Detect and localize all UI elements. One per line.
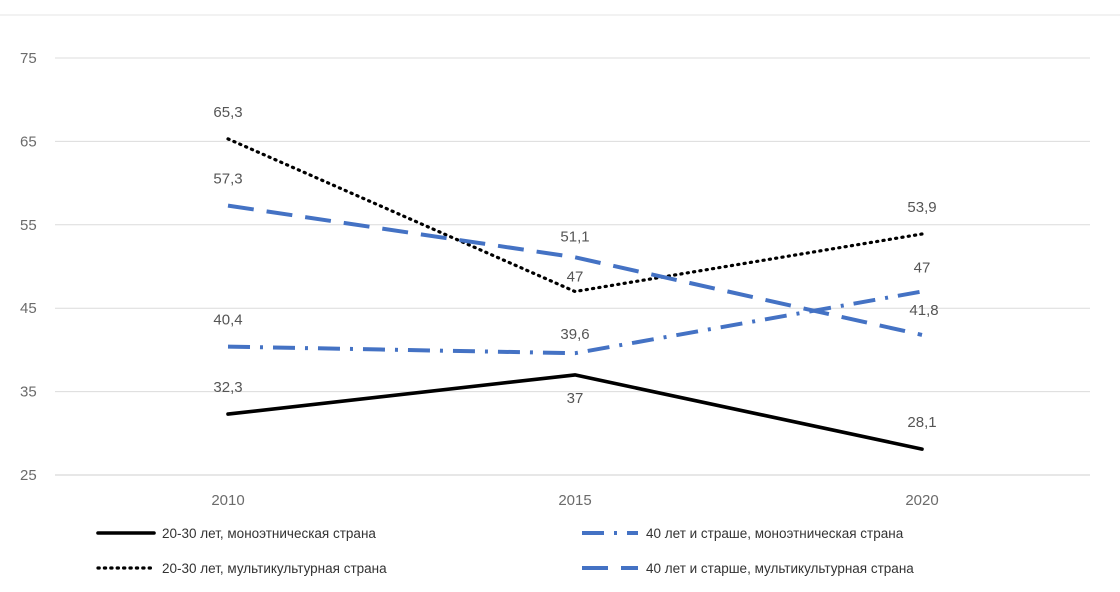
legend-item-4: 40 лет и старше, мультикультурная страна — [582, 561, 914, 576]
series-line-1 — [226, 373, 924, 451]
data-labels: 32,3 37 28,1 65,3 47 53,9 40,4 39,6 47 57,3 51,1 41… — [213, 104, 938, 431]
x-tick-label: 2020 — [905, 492, 938, 509]
data-label: 32,3 — [213, 379, 242, 396]
y-tick-label: 55 — [20, 217, 37, 234]
data-label: 37 — [567, 390, 584, 407]
y-tick-label: 45 — [20, 300, 37, 317]
data-label: 41,8 — [909, 302, 938, 319]
data-label: 40,4 — [213, 312, 242, 329]
data-label: 28,1 — [907, 414, 936, 431]
series-line-3 — [227, 289, 923, 356]
data-label: 53,9 — [907, 199, 936, 216]
data-label: 47 — [914, 260, 931, 277]
x-axis: 2010 2015 2020 — [211, 492, 938, 509]
legend-label: 20-30 лет, моноэтническая страна — [162, 526, 376, 541]
y-tick-label: 75 — [20, 50, 37, 67]
data-label: 57,3 — [213, 171, 242, 188]
data-label: 65,3 — [213, 104, 242, 121]
legend-item-1: 20-30 лет, моноэтническая страна — [96, 526, 376, 541]
y-tick-label: 25 — [20, 467, 37, 484]
data-label: 51,1 — [560, 228, 589, 245]
series-lines — [226, 137, 924, 451]
data-label: 39,6 — [560, 326, 589, 343]
data-label: 47 — [567, 269, 584, 286]
legend-label: 40 лет и старше, мультикультурная страна — [646, 561, 914, 576]
gridlines — [0, 14, 1120, 476]
x-tick-label: 2010 — [211, 492, 244, 509]
series-line-2 — [226, 137, 924, 294]
legend-item-3: 40 лет и страше, моноэтническая страна — [582, 526, 904, 541]
y-tick-label: 35 — [20, 384, 37, 401]
y-axis: 25 35 45 55 65 75 — [20, 50, 37, 484]
legend: 20-30 лет, моноэтническая страна 20-30 ле… — [96, 526, 914, 576]
legend-label: 40 лет и страше, моноэтническая страна — [646, 526, 904, 541]
series-line-4 — [227, 203, 923, 337]
legend-item-2: 20-30 лет, мультикультурная страна — [96, 561, 387, 576]
x-tick-label: 2015 — [558, 492, 591, 509]
legend-label: 20-30 лет, мультикультурная страна — [162, 561, 387, 576]
y-tick-label: 65 — [20, 133, 37, 150]
